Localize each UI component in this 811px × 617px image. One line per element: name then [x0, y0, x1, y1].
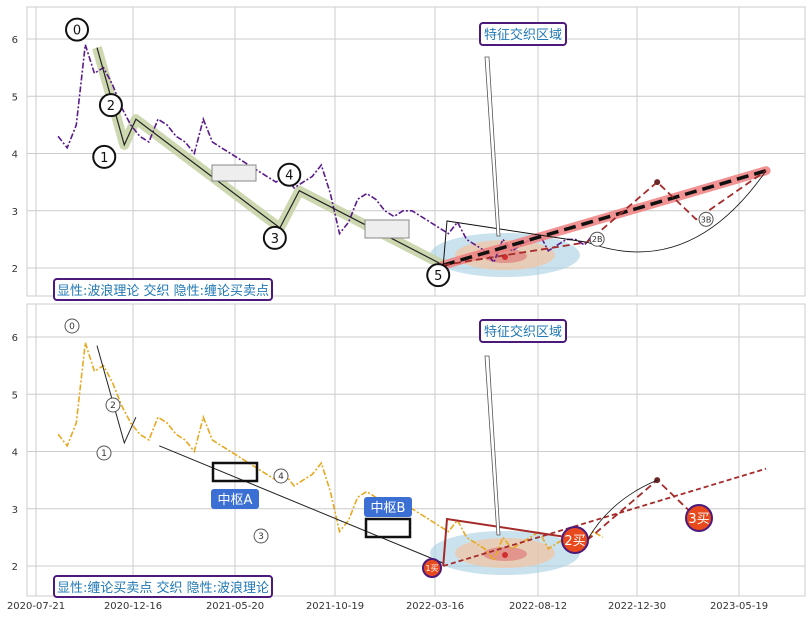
buy-point-marker	[685, 504, 713, 532]
x-tick-label: 2020-07-21	[7, 601, 65, 612]
arc-curve	[587, 170, 767, 253]
wave-label: 2	[107, 99, 115, 114]
bottom-trend-dashed	[442, 467, 767, 567]
top-legend-text: 显性:波浪理论 交织 隐性:缠论买卖点	[57, 283, 269, 299]
x-tick-label: 2022-12-30	[608, 601, 666, 612]
x-tick-label: 2022-03-16	[406, 601, 464, 612]
zhongshu-b: 中枢B	[364, 497, 412, 517]
bottom-arrow	[484, 355, 501, 536]
y-tick-label: 2	[12, 562, 18, 573]
bottom-wave-label: 4	[278, 472, 284, 482]
top-ellipse-region	[430, 233, 580, 277]
wave-label: 4	[285, 169, 293, 184]
x-tick-label: 2023-05-19	[710, 601, 768, 612]
wave-marker	[426, 263, 451, 288]
wave-marker	[277, 162, 302, 187]
top-price-series	[57, 44, 604, 264]
x-tick-label: 2021-05-20	[206, 601, 264, 612]
bottom-legend-text: 显性:缠论买卖点 交织 隐性:波浪理论	[57, 580, 269, 596]
wave-marker	[262, 225, 287, 250]
bottom-wave-label: 3	[258, 532, 264, 542]
bottom-grid	[27, 304, 805, 596]
projection-marker	[698, 211, 714, 227]
y-tick-label: 3	[12, 207, 18, 218]
y-tick-label: 5	[12, 92, 18, 103]
top-panel-content: 0 1 2 3 4 5 2B 3B	[57, 17, 771, 288]
top-feature-box: 特征交织区域	[479, 22, 567, 46]
projection-line	[443, 169, 767, 266]
y-tick-label: 6	[12, 35, 18, 46]
bottom-wave-label: 1	[101, 449, 107, 459]
buy-point-marker	[422, 558, 442, 578]
bottom-arc	[586, 479, 658, 541]
projection-marker	[589, 231, 605, 247]
thin-channel	[442, 220, 588, 266]
bottom-ellipse-region	[430, 531, 580, 575]
bottom-wave-marker	[253, 528, 269, 544]
buy-point-label: 2买	[564, 534, 585, 549]
x-axis-ticks: 2020-07-21 2020-12-16 2021-05-20 2021-10-19…	[7, 601, 768, 612]
wave-marker	[98, 93, 123, 118]
bottom-wave-label: 2	[110, 401, 116, 411]
top-feature-label: 特征交织区域	[484, 27, 562, 43]
top-y-axis-ticks: 2 3 4 5 6	[12, 35, 18, 275]
y-tick-label: 4	[12, 150, 18, 161]
bottom-wave-label: 0	[69, 322, 75, 332]
projection-dot	[654, 179, 661, 186]
buy-point-label: 3买	[688, 512, 709, 527]
projection-label: 2B	[592, 235, 603, 244]
wave-label: 1	[100, 151, 108, 166]
bottom-panel-frame	[26, 303, 806, 597]
bottom-panel-content: 1买 2买 3买 0 1 2 3 4	[57, 318, 767, 578]
zhongshu-a-label: 中枢A	[218, 493, 253, 508]
x-tick-label: 2021-10-19	[306, 601, 364, 612]
buy-path	[442, 517, 588, 567]
top-arrow	[484, 56, 501, 237]
y-tick-label: 3	[12, 505, 18, 516]
y-tick-label: 6	[12, 333, 18, 344]
buy-point-label: 1买	[425, 564, 438, 573]
bottom-wave-marker	[105, 397, 121, 413]
y-tick-label: 5	[12, 390, 18, 401]
wave-label: 5	[434, 269, 442, 284]
bottom-y-axis-ticks: 2 3 4 5 6	[12, 333, 18, 573]
bottom-wave-marker	[96, 445, 112, 461]
bottom-legend-box: 显性:缠论买卖点 交织 隐性:波浪理论	[53, 575, 273, 598]
zhongshu-b-label: 中枢B	[371, 501, 406, 516]
projection-label: 3B	[701, 215, 712, 224]
bottom-wave-marker	[64, 318, 80, 334]
x-tick-label: 2020-12-16	[104, 601, 162, 612]
pivot-box-1	[211, 164, 257, 182]
buy-point-marker	[561, 526, 589, 554]
bottom-wave-marker	[273, 468, 289, 484]
top-legend-box: 显性:波浪理论 交织 隐性:缠论买卖点	[53, 278, 273, 301]
y-tick-label: 4	[12, 448, 18, 459]
zhongshu-a: 中枢A	[211, 489, 259, 509]
bottom-trend-line	[159, 445, 444, 564]
wave-label: 3	[271, 232, 279, 247]
zhongshu-a-box	[211, 461, 259, 483]
pivot-box-2	[364, 219, 410, 239]
zhongshu-b-box	[364, 517, 412, 539]
bottom-wave-line	[96, 345, 137, 445]
y-tick-label: 2	[12, 264, 18, 275]
bottom-feature-label: 特征交织区域	[484, 324, 562, 340]
wave-marker	[92, 144, 117, 169]
wave-label: 0	[73, 24, 81, 39]
wave-line	[96, 47, 444, 266]
wave-marker	[65, 17, 90, 42]
bottom-feature-box: 特征交织区域	[479, 319, 567, 343]
trend-dashed	[442, 168, 767, 267]
bottom-price-series	[57, 342, 604, 562]
x-tick-label: 2022-08-12	[509, 601, 567, 612]
